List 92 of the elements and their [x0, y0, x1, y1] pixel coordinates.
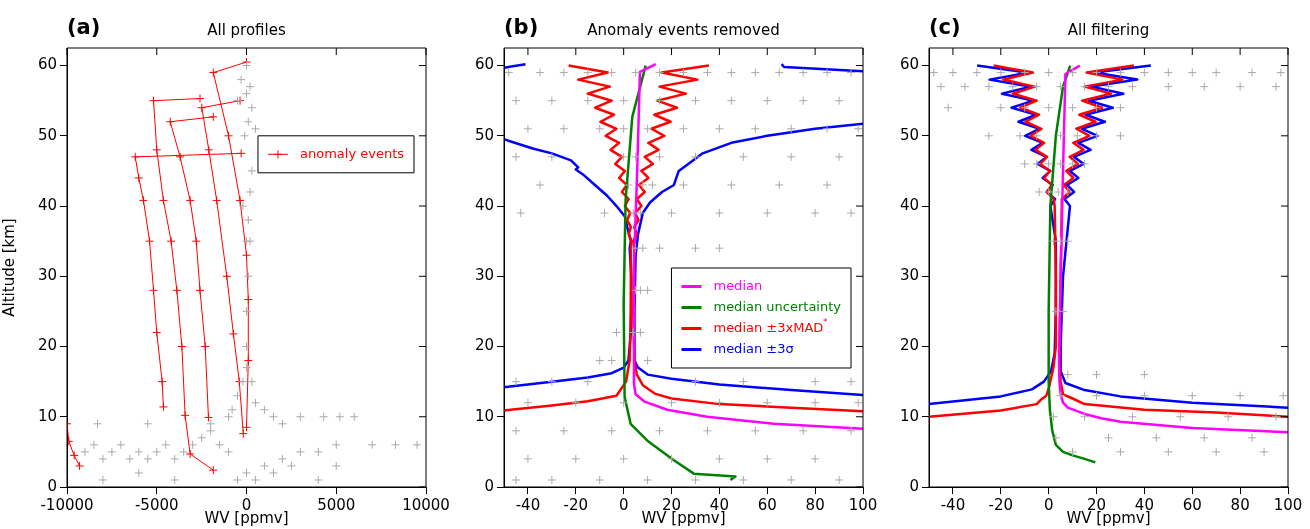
point	[208, 465, 218, 475]
y-tick-label: 40	[37, 195, 57, 214]
legend-label: median ±3xMAD*	[713, 318, 828, 335]
point	[157, 377, 167, 387]
x-tick-label: 0	[618, 495, 629, 514]
x-tick-label: -40	[515, 495, 541, 514]
x-tick-label: 100	[848, 495, 878, 514]
x-tick-label: -10000	[40, 495, 94, 514]
chart-title: All profiles	[207, 20, 286, 39]
x-tick-label: 80	[1230, 495, 1250, 514]
point	[228, 329, 238, 339]
y-axis-title: Altitude [km]	[0, 218, 18, 317]
y-tick-label: 50	[899, 125, 919, 144]
x-tick-label: 0	[241, 495, 252, 514]
point	[242, 422, 251, 432]
point	[134, 173, 144, 183]
point	[158, 402, 168, 412]
point	[172, 285, 182, 295]
y-tick-label: 0	[484, 476, 494, 495]
text: (a)	[67, 15, 101, 40]
x-tick-label: -40	[940, 495, 966, 514]
point	[75, 461, 85, 471]
point	[166, 236, 176, 246]
x-tick-label: 0	[1043, 495, 1054, 514]
point	[208, 68, 218, 78]
y-tick-label: 30	[37, 266, 57, 285]
y-tick-label: 60	[899, 55, 919, 74]
chart-title: Anomaly events removed	[587, 20, 780, 39]
y-tick-label: 60	[474, 55, 494, 74]
point	[236, 148, 246, 158]
y-tick-label: 20	[474, 336, 494, 355]
point	[242, 250, 251, 260]
legend-label: anomaly events	[299, 145, 405, 161]
y-tick-label: 50	[474, 125, 494, 144]
y-tick-label: 40	[899, 195, 919, 214]
chart-title: All filtering	[1067, 20, 1150, 39]
y-tick-label: 60	[37, 55, 57, 74]
x-tick-label: -20	[988, 495, 1014, 514]
x-tick-label: 5000	[317, 495, 356, 514]
point	[185, 449, 195, 459]
point	[222, 271, 232, 281]
legend-label: median	[713, 277, 763, 293]
point	[212, 195, 222, 205]
legend-label: median uncertainty	[713, 298, 842, 314]
x-tick-label: 100	[1273, 495, 1303, 514]
y-tick-label: 0	[47, 476, 57, 495]
point	[224, 131, 234, 141]
point	[180, 410, 190, 420]
point	[145, 236, 155, 246]
y-tick-label: 30	[474, 266, 494, 285]
x-tick-label: -5000	[134, 495, 179, 514]
point	[204, 145, 214, 155]
x-tick-label: 10000	[402, 495, 450, 514]
point	[175, 152, 185, 162]
point	[191, 236, 201, 246]
point	[208, 112, 218, 122]
point	[238, 429, 248, 439]
point	[195, 285, 205, 295]
point	[243, 294, 253, 304]
y-tick-label: 10	[899, 406, 919, 425]
x-tick-label: 60	[1182, 495, 1202, 514]
y-tick-label: 0	[909, 476, 919, 495]
point	[235, 195, 245, 205]
point	[243, 356, 253, 366]
legend-label: median ±3σ	[713, 340, 794, 356]
point	[185, 195, 195, 205]
point	[69, 450, 79, 460]
point	[165, 117, 175, 127]
y-tick-label: 20	[899, 336, 919, 355]
y-tick-label: 50	[37, 125, 57, 144]
y-tick-label: 30	[899, 266, 919, 285]
text: (b)	[504, 15, 539, 40]
point	[130, 152, 140, 162]
x-tick-label: -20	[563, 495, 589, 514]
point	[203, 412, 213, 422]
x-tick-label: 80	[805, 495, 825, 514]
y-tick-label: 10	[474, 406, 494, 425]
y-tick-label: 40	[474, 195, 494, 214]
point	[197, 103, 207, 113]
point	[200, 342, 210, 352]
point	[149, 285, 159, 295]
point	[158, 195, 168, 205]
x-tick-label: 60	[757, 495, 777, 514]
point	[138, 195, 148, 205]
point	[152, 145, 162, 155]
point	[149, 96, 159, 106]
y-tick-label: 20	[37, 336, 57, 355]
y-tick-label: 10	[37, 406, 57, 425]
point	[152, 327, 162, 337]
point	[195, 94, 205, 104]
point	[177, 342, 187, 352]
text: (c)	[929, 15, 961, 40]
